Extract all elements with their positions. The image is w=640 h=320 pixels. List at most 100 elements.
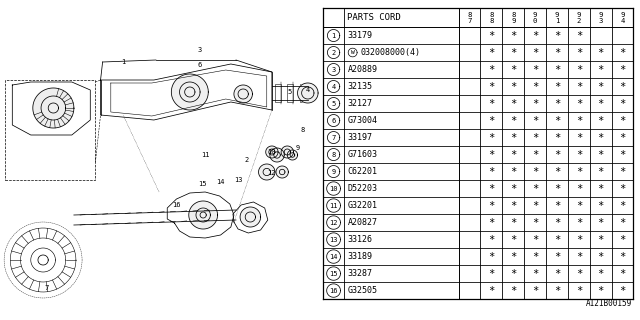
Text: *: *	[620, 285, 626, 296]
Text: *: *	[532, 235, 538, 244]
Text: *: *	[598, 116, 604, 125]
Text: *: *	[620, 166, 626, 177]
Text: 11: 11	[330, 203, 338, 209]
Text: 16: 16	[330, 288, 338, 293]
Text: *: *	[554, 116, 560, 125]
Polygon shape	[298, 83, 318, 103]
Text: *: *	[532, 184, 538, 194]
Text: *: *	[510, 184, 516, 194]
Text: 4: 4	[306, 87, 310, 93]
Text: *: *	[554, 252, 560, 261]
Text: *: *	[620, 65, 626, 75]
Polygon shape	[33, 88, 74, 128]
Text: *: *	[620, 99, 626, 108]
Text: *: *	[575, 268, 582, 278]
Text: *: *	[598, 268, 604, 278]
Text: *: *	[598, 65, 604, 75]
Text: *: *	[554, 132, 560, 142]
Text: *: *	[488, 184, 495, 194]
Text: *: *	[488, 149, 495, 160]
Text: *: *	[510, 285, 516, 296]
Text: *: *	[598, 99, 604, 108]
Text: *: *	[575, 99, 582, 108]
Text: 33197: 33197	[348, 133, 372, 142]
Text: *: *	[488, 132, 495, 142]
Text: 8
8: 8 8	[489, 12, 493, 24]
Text: *: *	[488, 252, 495, 261]
Text: *: *	[620, 47, 626, 58]
Text: *: *	[488, 218, 495, 228]
Text: *: *	[510, 149, 516, 160]
Text: 10: 10	[330, 186, 338, 192]
Text: *: *	[532, 116, 538, 125]
Text: *: *	[488, 116, 495, 125]
Text: *: *	[620, 201, 626, 211]
Text: 8: 8	[301, 127, 305, 133]
Text: *: *	[575, 285, 582, 296]
Text: 15: 15	[330, 270, 338, 276]
Text: *: *	[620, 116, 626, 125]
Text: *: *	[510, 132, 516, 142]
Text: *: *	[575, 201, 582, 211]
Text: *: *	[488, 285, 495, 296]
Text: *: *	[620, 184, 626, 194]
Text: *: *	[598, 201, 604, 211]
Text: *: *	[575, 235, 582, 244]
Bar	[5, 80, 95, 180]
Text: 11: 11	[201, 152, 209, 158]
Text: 4: 4	[332, 84, 336, 90]
Text: *: *	[510, 235, 516, 244]
Text: 9
2: 9 2	[577, 12, 581, 24]
Text: 8
9: 8 9	[511, 12, 515, 24]
Text: *: *	[532, 285, 538, 296]
Text: *: *	[554, 184, 560, 194]
Text: *: *	[554, 201, 560, 211]
Text: *: *	[488, 268, 495, 278]
Text: *: *	[598, 218, 604, 228]
Polygon shape	[189, 201, 218, 229]
Text: *: *	[510, 218, 516, 228]
Text: *: *	[598, 47, 604, 58]
Text: *: *	[488, 65, 495, 75]
Text: *: *	[532, 268, 538, 278]
Text: 2: 2	[332, 50, 336, 55]
Text: 9
4: 9 4	[620, 12, 625, 24]
Text: *: *	[510, 166, 516, 177]
Text: *: *	[575, 149, 582, 160]
Text: 8: 8	[332, 152, 336, 157]
Text: A20889: A20889	[348, 65, 378, 74]
Text: *: *	[488, 201, 495, 211]
Text: *: *	[532, 149, 538, 160]
Polygon shape	[172, 74, 208, 110]
Text: 15: 15	[198, 181, 206, 187]
Text: 32135: 32135	[348, 82, 372, 91]
Text: 5: 5	[332, 100, 336, 107]
Text: *: *	[598, 235, 604, 244]
Text: G73004: G73004	[348, 116, 378, 125]
Text: 2: 2	[244, 157, 248, 163]
Text: 33179: 33179	[348, 31, 372, 40]
Text: G32505: G32505	[348, 286, 378, 295]
Text: 12: 12	[330, 220, 338, 226]
Text: *: *	[532, 47, 538, 58]
Text: *: *	[510, 99, 516, 108]
Text: *: *	[510, 30, 516, 41]
Text: *: *	[510, 65, 516, 75]
Text: *: *	[488, 82, 495, 92]
Text: 1: 1	[121, 59, 125, 65]
Text: *: *	[532, 65, 538, 75]
Text: 3: 3	[332, 67, 336, 73]
Text: *: *	[620, 268, 626, 278]
Text: *: *	[575, 116, 582, 125]
Text: *: *	[554, 30, 560, 41]
Polygon shape	[287, 150, 298, 160]
Text: *: *	[488, 30, 495, 41]
Text: *: *	[620, 218, 626, 228]
Text: 16: 16	[172, 202, 180, 208]
Text: *: *	[598, 166, 604, 177]
Text: *: *	[575, 252, 582, 261]
Text: *: *	[532, 218, 538, 228]
Text: W: W	[351, 50, 355, 55]
Text: *: *	[575, 30, 582, 41]
Polygon shape	[240, 207, 260, 227]
